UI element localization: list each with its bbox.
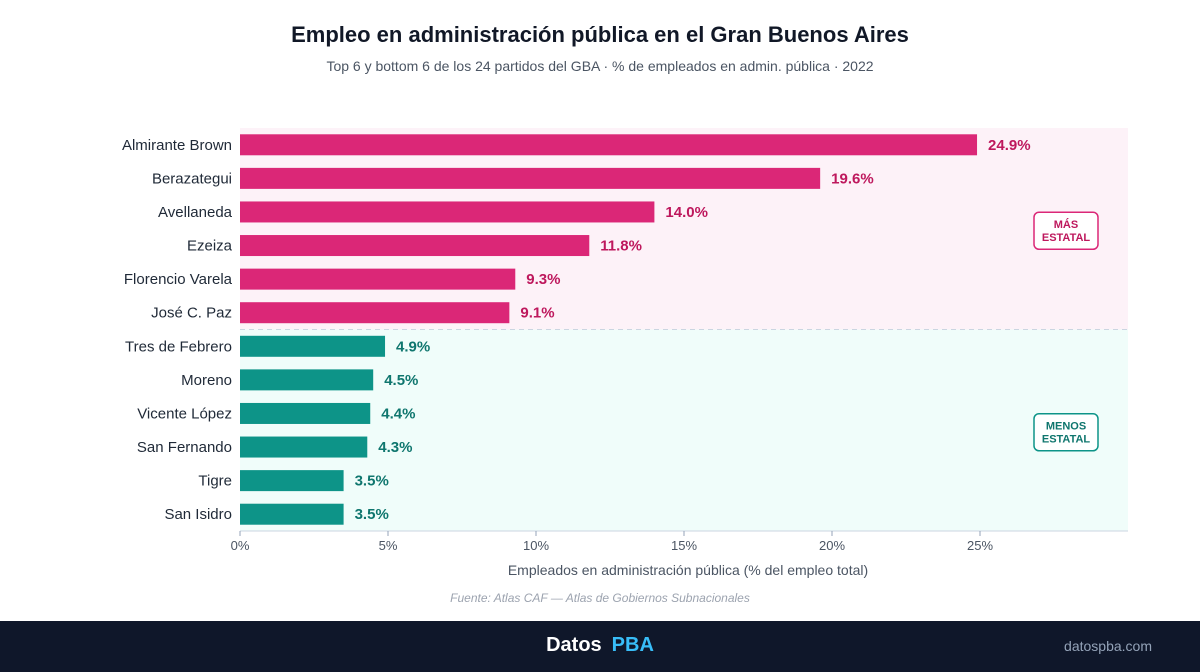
footer-bar: Datos PBA datospba.com bbox=[0, 621, 1200, 672]
group-badge-label: MÁS bbox=[1054, 218, 1078, 231]
bar bbox=[240, 167, 821, 189]
value-label: 4.3% bbox=[378, 439, 412, 456]
bar bbox=[240, 201, 655, 223]
bar bbox=[240, 402, 371, 424]
category-label: Tres de Febrero bbox=[125, 338, 232, 355]
value-label: 3.5% bbox=[355, 473, 389, 490]
category-label: Florencio Varela bbox=[124, 271, 233, 288]
category-label: San Fernando bbox=[137, 439, 232, 456]
bar bbox=[240, 268, 516, 290]
group-badge bbox=[1033, 413, 1099, 452]
value-label: 9.1% bbox=[520, 305, 554, 322]
chart-title: Empleo en administración pública en el G… bbox=[291, 22, 909, 47]
bar-chart: Almirante Brown 24.9% Berazategui 19.6% Avel… bbox=[122, 128, 1128, 578]
category-label: Berazategui bbox=[152, 170, 232, 187]
group-badge-label: ESTATAL bbox=[1042, 232, 1091, 244]
bar bbox=[240, 503, 344, 525]
group-badge bbox=[1033, 211, 1099, 250]
category-label: José C. Paz bbox=[151, 305, 232, 322]
brand-logo: Datos PBA bbox=[0, 634, 1200, 657]
category-label: Moreno bbox=[181, 372, 232, 389]
x-tick-label: 5% bbox=[379, 538, 398, 553]
value-label: 4.9% bbox=[396, 338, 430, 355]
value-label: 4.4% bbox=[381, 405, 415, 422]
source-note: Fuente: Atlas CAF — Atlas de Gobiernos S… bbox=[450, 591, 750, 605]
category-label: Avellaneda bbox=[158, 204, 233, 221]
category-label: Almirante Brown bbox=[122, 137, 232, 154]
website-link[interactable]: datospba.com bbox=[1064, 638, 1152, 654]
bar bbox=[240, 335, 386, 357]
x-tick-label: 25% bbox=[967, 538, 993, 553]
category-label: Vicente López bbox=[137, 405, 232, 422]
group-band bbox=[240, 128, 1128, 330]
x-tick-label: 0% bbox=[231, 538, 250, 553]
chart-subtitle: Top 6 y bottom 6 de los 24 partidos del … bbox=[326, 58, 874, 74]
category-label: Ezeiza bbox=[187, 238, 233, 255]
category-label: Tigre bbox=[198, 473, 232, 490]
bar bbox=[240, 235, 590, 257]
bar bbox=[240, 369, 374, 391]
bar bbox=[240, 302, 510, 324]
x-tick-label: 20% bbox=[819, 538, 845, 553]
value-label: 11.8% bbox=[600, 238, 642, 255]
value-label: 24.9% bbox=[988, 137, 1031, 154]
brand-name-part2: PBA bbox=[611, 634, 654, 656]
bar bbox=[240, 436, 368, 458]
x-tick-label: 15% bbox=[671, 538, 697, 553]
group-badge-label: MENOS bbox=[1046, 420, 1086, 432]
group-band bbox=[240, 329, 1128, 531]
value-label: 3.5% bbox=[355, 506, 389, 523]
value-label: 9.3% bbox=[526, 271, 560, 288]
value-label: 14.0% bbox=[665, 204, 708, 221]
x-axis-title: Empleados en administración pública (% d… bbox=[508, 562, 868, 578]
value-label: 4.5% bbox=[384, 372, 418, 389]
x-tick-label: 10% bbox=[523, 538, 549, 553]
brand-name-part1: Datos bbox=[546, 634, 602, 656]
value-label: 19.6% bbox=[831, 170, 874, 187]
bar bbox=[240, 470, 344, 492]
group-badge-label: ESTATAL bbox=[1042, 433, 1091, 445]
bar bbox=[240, 134, 978, 156]
category-label: San Isidro bbox=[164, 506, 232, 523]
